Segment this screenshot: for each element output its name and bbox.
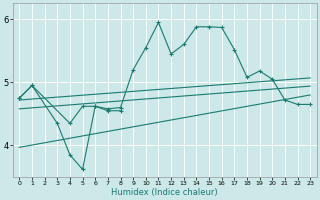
X-axis label: Humidex (Indice chaleur): Humidex (Indice chaleur) [111,188,218,197]
